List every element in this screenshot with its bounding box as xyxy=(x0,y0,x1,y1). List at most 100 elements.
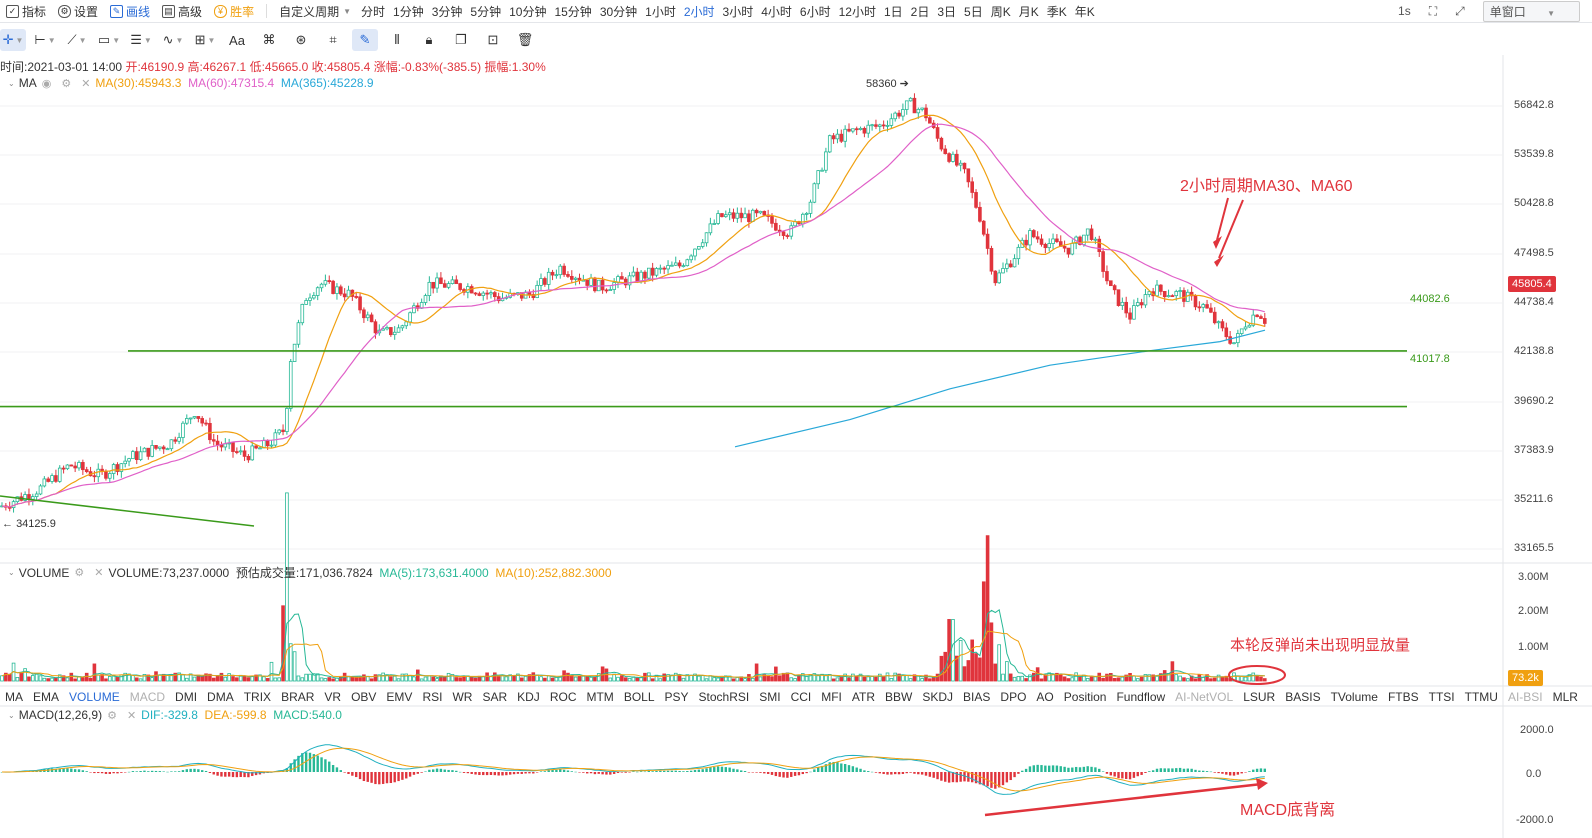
pattern-tool[interactable]: ⌘ xyxy=(256,29,282,51)
period-2[interactable]: 3分钟 xyxy=(431,4,463,19)
indicator-tab-13[interactable]: SAR xyxy=(482,690,508,704)
period-5[interactable]: 15分钟 xyxy=(554,4,592,19)
indicator-tab-5[interactable]: DMA xyxy=(207,690,234,704)
win-rate-button[interactable]: ¥ 胜率 xyxy=(214,3,254,20)
collapse-icon[interactable]: ⌄ xyxy=(8,710,15,720)
indicator-tab-35[interactable]: FTBS xyxy=(1387,690,1419,704)
indicator-tab-28[interactable]: AO xyxy=(1036,690,1054,704)
magnet-tool[interactable]: ⊛ xyxy=(288,29,314,51)
indicator-tab-36[interactable]: TTSI xyxy=(1428,690,1455,704)
period-15[interactable]: 3日 xyxy=(937,4,957,19)
indicator-tab-8[interactable]: VR xyxy=(324,690,342,704)
copy-tool[interactable]: ❐ xyxy=(448,29,474,51)
period-20[interactable]: 年K xyxy=(1074,4,1095,19)
interval-label[interactable]: 1s xyxy=(1398,4,1411,18)
indicator-tab-32[interactable]: LSUR xyxy=(1243,690,1276,704)
delete-tool[interactable]: 🗑︎ xyxy=(512,29,538,51)
close-icon[interactable]: ✕ xyxy=(94,567,104,579)
period-9[interactable]: 3小时 xyxy=(722,4,754,19)
indicator-tab-33[interactable]: BASIS xyxy=(1285,690,1321,704)
indicator-tab-39[interactable]: MLR xyxy=(1552,690,1578,704)
period-11[interactable]: 6小时 xyxy=(799,4,831,19)
period-12[interactable]: 12小时 xyxy=(838,4,876,19)
crosshair-tool[interactable]: ✛ ▼ xyxy=(0,29,26,51)
expand-icon[interactable]: ⤢ xyxy=(1455,3,1465,18)
indicator-tab-2[interactable]: VOLUME xyxy=(69,690,120,704)
period-13[interactable]: 1日 xyxy=(883,4,903,19)
lock-tool[interactable]: 🔒︎ xyxy=(416,29,442,51)
indicator-tab-3[interactable]: MACD xyxy=(129,690,166,704)
text-tool[interactable]: Aa xyxy=(224,29,250,51)
period-6[interactable]: 30分钟 xyxy=(599,4,638,19)
period-14[interactable]: 2日 xyxy=(910,4,930,19)
indicator-tab-38[interactable]: AI-BSI xyxy=(1507,690,1543,704)
window-mode-dropdown[interactable]: 单窗口 ▼ xyxy=(1482,0,1580,22)
period-1[interactable]: 1分钟 xyxy=(393,4,424,19)
draw-mode-tool[interactable]: ✎ xyxy=(352,29,378,51)
indicator-tab-16[interactable]: MTM xyxy=(586,690,614,704)
gear-icon[interactable]: ⚙ xyxy=(74,567,85,579)
indicator-tab-18[interactable]: PSY xyxy=(664,690,689,704)
indicator-tab-34[interactable]: TVolume xyxy=(1330,690,1378,704)
period-18[interactable]: 月K xyxy=(1018,4,1039,19)
indicator-tab-6[interactable]: TRIX xyxy=(243,690,272,704)
period-4[interactable]: 10分钟 xyxy=(509,4,547,19)
measure-tool[interactable]: ⊞ ▼ xyxy=(192,29,218,51)
close-icon[interactable]: ✕ xyxy=(126,709,137,722)
period-8[interactable]: 2小时 xyxy=(683,4,715,19)
indicator-tab-9[interactable]: OBV xyxy=(351,690,377,704)
custom-period-dropdown[interactable]: 自定义周期 ▼ xyxy=(279,3,351,20)
settings-button[interactable]: ⚙ 设置 xyxy=(58,3,98,20)
wave-tool[interactable]: ∿ ▼ xyxy=(160,29,186,51)
indicator-tab-4[interactable]: DMI xyxy=(175,690,198,704)
eye-icon[interactable]: ◉ xyxy=(41,77,52,90)
drawing-button[interactable]: ✎ 画线 xyxy=(110,3,150,20)
gear-icon[interactable]: ⚙ xyxy=(61,77,72,90)
ruler-tool[interactable]: ⌗ xyxy=(320,29,346,51)
rectangle-tool[interactable]: ▭ ▼ xyxy=(96,29,122,51)
indicator-tab-29[interactable]: Position xyxy=(1063,690,1107,704)
indicator-tab-14[interactable]: KDJ xyxy=(517,690,540,704)
fibonacci-tool[interactable]: ☰ ▼ xyxy=(128,29,154,51)
indicator-tab-25[interactable]: SKDJ xyxy=(922,690,954,704)
screenshot-tool[interactable]: ⊡ xyxy=(480,29,506,51)
fullscreen-icon[interactable]: ⛶ xyxy=(1428,3,1438,18)
period-0[interactable]: 分时 xyxy=(361,4,386,19)
indicator-tab-12[interactable]: WR xyxy=(452,690,473,704)
indicator-tab-22[interactable]: MFI xyxy=(821,690,842,704)
period-16[interactable]: 5日 xyxy=(964,4,983,19)
advanced-button[interactable]: ▤ 高级 xyxy=(162,3,202,20)
indicator-tab-19[interactable]: StochRSI xyxy=(698,690,750,704)
indicator-tab-1[interactable]: EMA xyxy=(33,690,60,704)
indicator-tab-11[interactable]: RSI xyxy=(422,690,443,704)
indicator-tab-24[interactable]: BBW xyxy=(885,690,913,704)
indicator-tab-0[interactable]: MA xyxy=(5,690,23,704)
period-19[interactable]: 季K xyxy=(1046,4,1067,19)
period-3[interactable]: 5分钟 xyxy=(470,4,502,19)
period-10[interactable]: 4小时 xyxy=(761,4,792,19)
close-icon[interactable]: ✕ xyxy=(81,77,91,90)
period-17[interactable]: 周K xyxy=(990,4,1011,19)
indicator-tab-30[interactable]: Fundflow xyxy=(1116,690,1166,704)
collapse-icon[interactable]: ⌄ xyxy=(8,568,15,577)
trend-line-tool[interactable]: ⟋ ▼ xyxy=(64,29,90,51)
indicator-tab-31[interactable]: AI-NetVOL xyxy=(1175,690,1234,704)
macd-bar xyxy=(120,772,123,773)
indicator-tab-17[interactable]: BOLL xyxy=(623,690,655,704)
indicator-tab-7[interactable]: BRAR xyxy=(281,690,315,704)
indicator-tab-27[interactable]: DPO xyxy=(1000,690,1027,704)
indicator-tab-15[interactable]: ROC xyxy=(549,690,577,704)
indicator-tab-23[interactable]: ATR xyxy=(851,690,876,704)
indicators-button[interactable]: ✓ 指标 xyxy=(6,3,46,20)
gear-icon[interactable]: ⚙ xyxy=(107,709,117,722)
horizontal-ray-tool[interactable]: ⊢ ▼ xyxy=(32,29,58,51)
collapse-icon[interactable]: ⌄ xyxy=(8,78,15,88)
indicator-tab-10[interactable]: EMV xyxy=(386,690,413,704)
period-7[interactable]: 1小时 xyxy=(645,4,676,19)
indicator-tab-37[interactable]: TTMU xyxy=(1464,690,1498,704)
show-hide-tool[interactable]: ⦀ xyxy=(384,29,410,51)
indicator-tab-21[interactable]: CCI xyxy=(790,690,812,704)
indicator-tab-26[interactable]: BIAS xyxy=(963,690,991,704)
indicator-tab-20[interactable]: SMI xyxy=(759,690,781,704)
